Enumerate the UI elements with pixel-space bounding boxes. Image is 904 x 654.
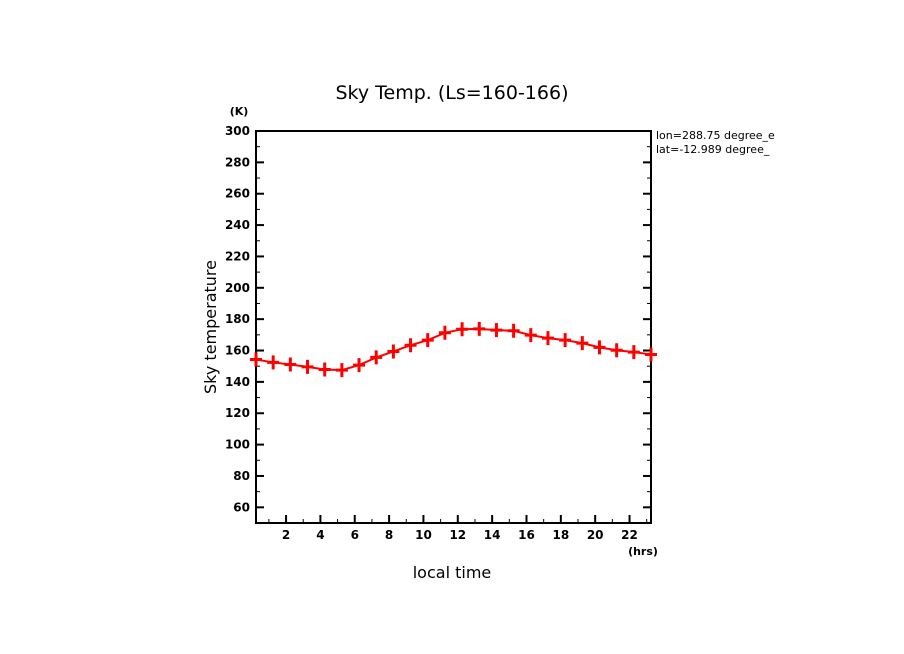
axes: 60 80 100 120 140 160 180 200 220 240 260 280 300 2 4 6… — [225, 124, 651, 542]
data-point — [473, 321, 486, 336]
series — [250, 321, 657, 378]
y-tick-label: 100 — [225, 438, 250, 452]
data-point — [284, 357, 297, 372]
data-point — [387, 344, 400, 359]
x-tick-label: 22 — [621, 528, 638, 542]
series-line — [255, 327, 652, 372]
data-point — [301, 359, 314, 374]
y-tick-label: 260 — [225, 187, 250, 201]
data-point — [541, 331, 554, 346]
data-point — [576, 336, 589, 351]
y-tick-label: 120 — [225, 406, 250, 420]
data-point — [456, 322, 469, 337]
x-tick-label: 18 — [552, 528, 569, 542]
y-tick-label: 200 — [225, 281, 250, 295]
chart-title: Sky Temp. (Ls=160-166) — [335, 82, 568, 104]
data-point — [593, 340, 606, 355]
x-tick-label: 2 — [282, 528, 290, 542]
x-tick-label: 14 — [484, 528, 501, 542]
y-tick-label: 300 — [225, 124, 250, 138]
plot-frame — [255, 130, 652, 524]
data-point — [627, 345, 640, 360]
annotation-lon: lon=288.75 degree_e — [656, 129, 775, 142]
x-tick-label: 12 — [449, 528, 466, 542]
y-tick-label: 280 — [225, 155, 250, 169]
x-tick-label: 4 — [316, 528, 324, 542]
y-tick-label: 160 — [225, 344, 250, 358]
data-point — [335, 363, 348, 378]
y-tick-label: 140 — [225, 375, 250, 389]
x-tick-label: 16 — [518, 528, 535, 542]
data-point — [421, 333, 434, 348]
data-point — [507, 323, 520, 338]
data-point — [250, 352, 262, 367]
data-point — [404, 338, 417, 353]
data-point — [524, 328, 537, 343]
data-point — [438, 325, 451, 340]
data-point — [559, 333, 572, 348]
data-point — [267, 355, 280, 370]
data-point — [353, 358, 366, 373]
y-axis-label: Sky temperature — [201, 260, 220, 394]
y-unit-label: (K) — [230, 105, 249, 118]
y-tick-label: 220 — [225, 249, 250, 263]
data-point — [318, 362, 331, 377]
y-tick-label: 80 — [233, 469, 250, 483]
x-tick-label: 8 — [385, 528, 393, 542]
x-tick-label: 6 — [351, 528, 359, 542]
data-point — [610, 343, 623, 358]
x-tick-label: 20 — [587, 528, 604, 542]
data-point — [645, 347, 657, 362]
data-point — [370, 350, 383, 365]
data-point — [490, 323, 503, 338]
y-tick-label: 180 — [225, 312, 250, 326]
x-axis-label: local time — [413, 563, 492, 582]
annotation-lat: lat=-12.989 degree_ — [656, 143, 770, 156]
x-unit-label: (hrs) — [628, 545, 658, 558]
x-tick-label: 10 — [415, 528, 432, 542]
y-tick-label: 240 — [225, 218, 250, 232]
y-tick-label: 60 — [233, 500, 250, 514]
